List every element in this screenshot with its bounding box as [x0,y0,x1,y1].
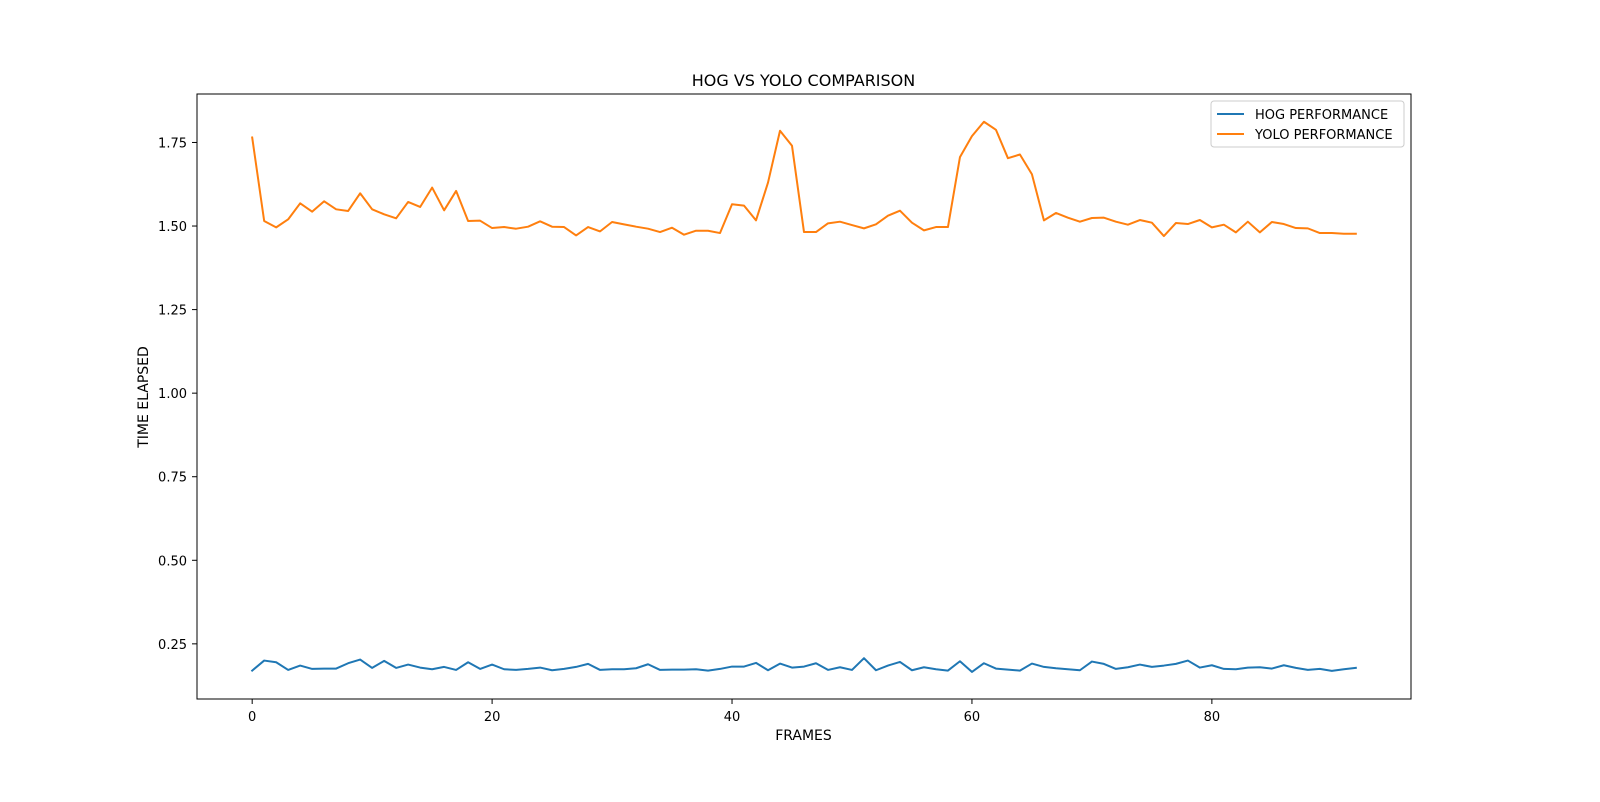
legend-box [1210,100,1405,148]
y-axis: 0.25 0.50 0.75 1.00 1.25 1.50 1.75 [158,136,197,653]
plot-area [250,120,1357,673]
legend-label-yolo: YOLO PERFORMANCE [1254,128,1393,143]
x-axis: 0 20 40 60 80 [248,699,1220,725]
y-tick-label: 1.75 [158,136,187,151]
chart-title: HOG VS YOLO COMPARISON [692,71,916,90]
y-tick-label: 1.50 [158,220,187,235]
plot-frame [196,93,1412,700]
x-tick-label: 0 [248,710,256,725]
legend-label-hog: HOG PERFORMANCE [1255,108,1388,123]
y-tick-label: 0.50 [158,554,187,569]
y-tick-label: 0.75 [158,471,187,486]
y-tick-label: 0.25 [158,638,187,653]
y-tick-label: 1.00 [158,387,187,402]
series-line-yolo [251,120,1357,238]
x-tick-label: 80 [1204,710,1221,725]
series-line-hog [250,657,1357,673]
x-tick-label: 60 [964,710,981,725]
x-tick-label: 40 [724,710,741,725]
y-tick-label: 1.25 [158,304,187,319]
x-tick-label: 20 [484,710,501,725]
x-axis-label: FRAMES [775,728,832,744]
legend: HOG PERFORMANCE YOLO PERFORMANCE [1210,100,1405,148]
y-axis-label: TIME ELAPSED [136,346,152,449]
